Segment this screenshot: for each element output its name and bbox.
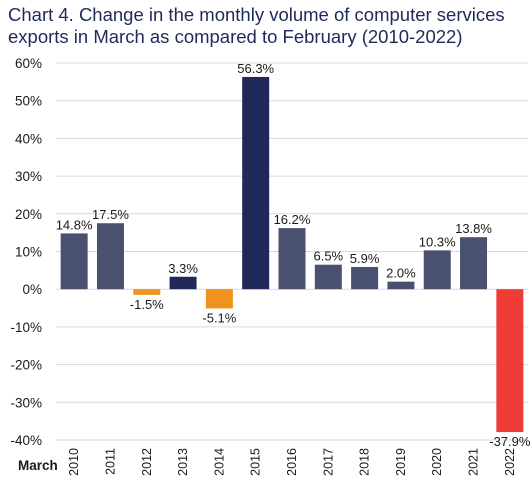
chart-title: Chart 4. Change in the monthly volume of… bbox=[8, 4, 523, 48]
chart-title-line-2: exports in March as compared to February… bbox=[8, 26, 463, 47]
data-label-2013: 3.3% bbox=[168, 261, 198, 276]
data-label-2014: -5.1% bbox=[202, 310, 236, 325]
y-tick-label: 50% bbox=[15, 94, 42, 109]
bar-2011 bbox=[96, 223, 124, 290]
bars bbox=[60, 76, 524, 433]
data-label-2010: 14.8% bbox=[56, 217, 93, 232]
y-tick-label: 0% bbox=[22, 282, 42, 297]
x-tick-label-2016: 2016 bbox=[285, 448, 299, 476]
x-tick-label-2013: 2013 bbox=[176, 448, 190, 476]
data-label-2012: -1.5% bbox=[130, 297, 164, 312]
data-label-2017: 6.5% bbox=[313, 249, 343, 264]
y-tick-label: 10% bbox=[15, 245, 42, 260]
x-tick-label-2022: 2022 bbox=[503, 448, 517, 476]
y-tick-label: 60% bbox=[15, 56, 42, 71]
data-label-2022: -37.9% bbox=[489, 434, 530, 449]
x-tick-label-2020: 2020 bbox=[430, 448, 444, 476]
bar-2014 bbox=[205, 289, 233, 309]
x-tick-label-2012: 2012 bbox=[140, 448, 154, 476]
y-tick-label: -10% bbox=[10, 320, 42, 335]
data-label-2018: 5.9% bbox=[350, 251, 380, 266]
data-label-2016: 16.2% bbox=[274, 212, 311, 227]
bar-2012 bbox=[133, 289, 161, 295]
chart-title-line-1: Chart 4. Change in the monthly volume of… bbox=[8, 4, 505, 25]
y-tick-label: 20% bbox=[15, 207, 42, 222]
bar-2016 bbox=[278, 228, 306, 290]
data-label-2020: 10.3% bbox=[419, 234, 456, 249]
y-tick-label: -40% bbox=[10, 433, 42, 448]
bar-2017 bbox=[314, 264, 342, 290]
data-label-2015: 56.3% bbox=[237, 61, 274, 76]
y-tick-label: -20% bbox=[10, 358, 42, 373]
y-tick-label: 40% bbox=[15, 131, 42, 146]
x-tick-label-2019: 2019 bbox=[394, 448, 408, 476]
bar-2015 bbox=[242, 76, 270, 290]
data-label-2019: 2.0% bbox=[386, 266, 416, 281]
x-tick-label-2010: 2010 bbox=[67, 448, 81, 476]
x-tick-label-2011: 2011 bbox=[103, 448, 117, 475]
x-axis-ticks: 2010 2011 2012 2013 2014 2015 2016 2017 2018 2019… bbox=[67, 448, 517, 476]
x-tick-label-2018: 2018 bbox=[358, 448, 372, 476]
data-labels: 14.8%17.5% -1.5% 3.3% -5.1% 56.3% 16.2% 6.5% 5.… bbox=[56, 61, 530, 449]
bar-2018 bbox=[351, 266, 379, 290]
bar-2013 bbox=[169, 276, 197, 290]
bar-2020 bbox=[423, 250, 451, 290]
y-axis-ticks: 60% 50% 40% 30% 20% 10% 0% -10% -20% -30% -40% bbox=[10, 56, 42, 448]
data-label-2021: 13.8% bbox=[455, 221, 492, 236]
bar-2021 bbox=[460, 237, 488, 290]
x-tick-label-2017: 2017 bbox=[321, 448, 335, 476]
x-tick-label-2014: 2014 bbox=[212, 448, 226, 476]
x-axis-title: March bbox=[18, 458, 58, 473]
bar-2010 bbox=[60, 233, 88, 290]
y-tick-label: -30% bbox=[10, 395, 42, 410]
x-tick-label-2015: 2015 bbox=[249, 448, 263, 476]
bar-2019 bbox=[387, 281, 415, 290]
y-tick-label: 30% bbox=[15, 169, 42, 184]
data-label-2011: 17.5% bbox=[92, 207, 129, 222]
bar-2022 bbox=[496, 289, 524, 433]
x-tick-label-2021: 2021 bbox=[467, 448, 481, 476]
